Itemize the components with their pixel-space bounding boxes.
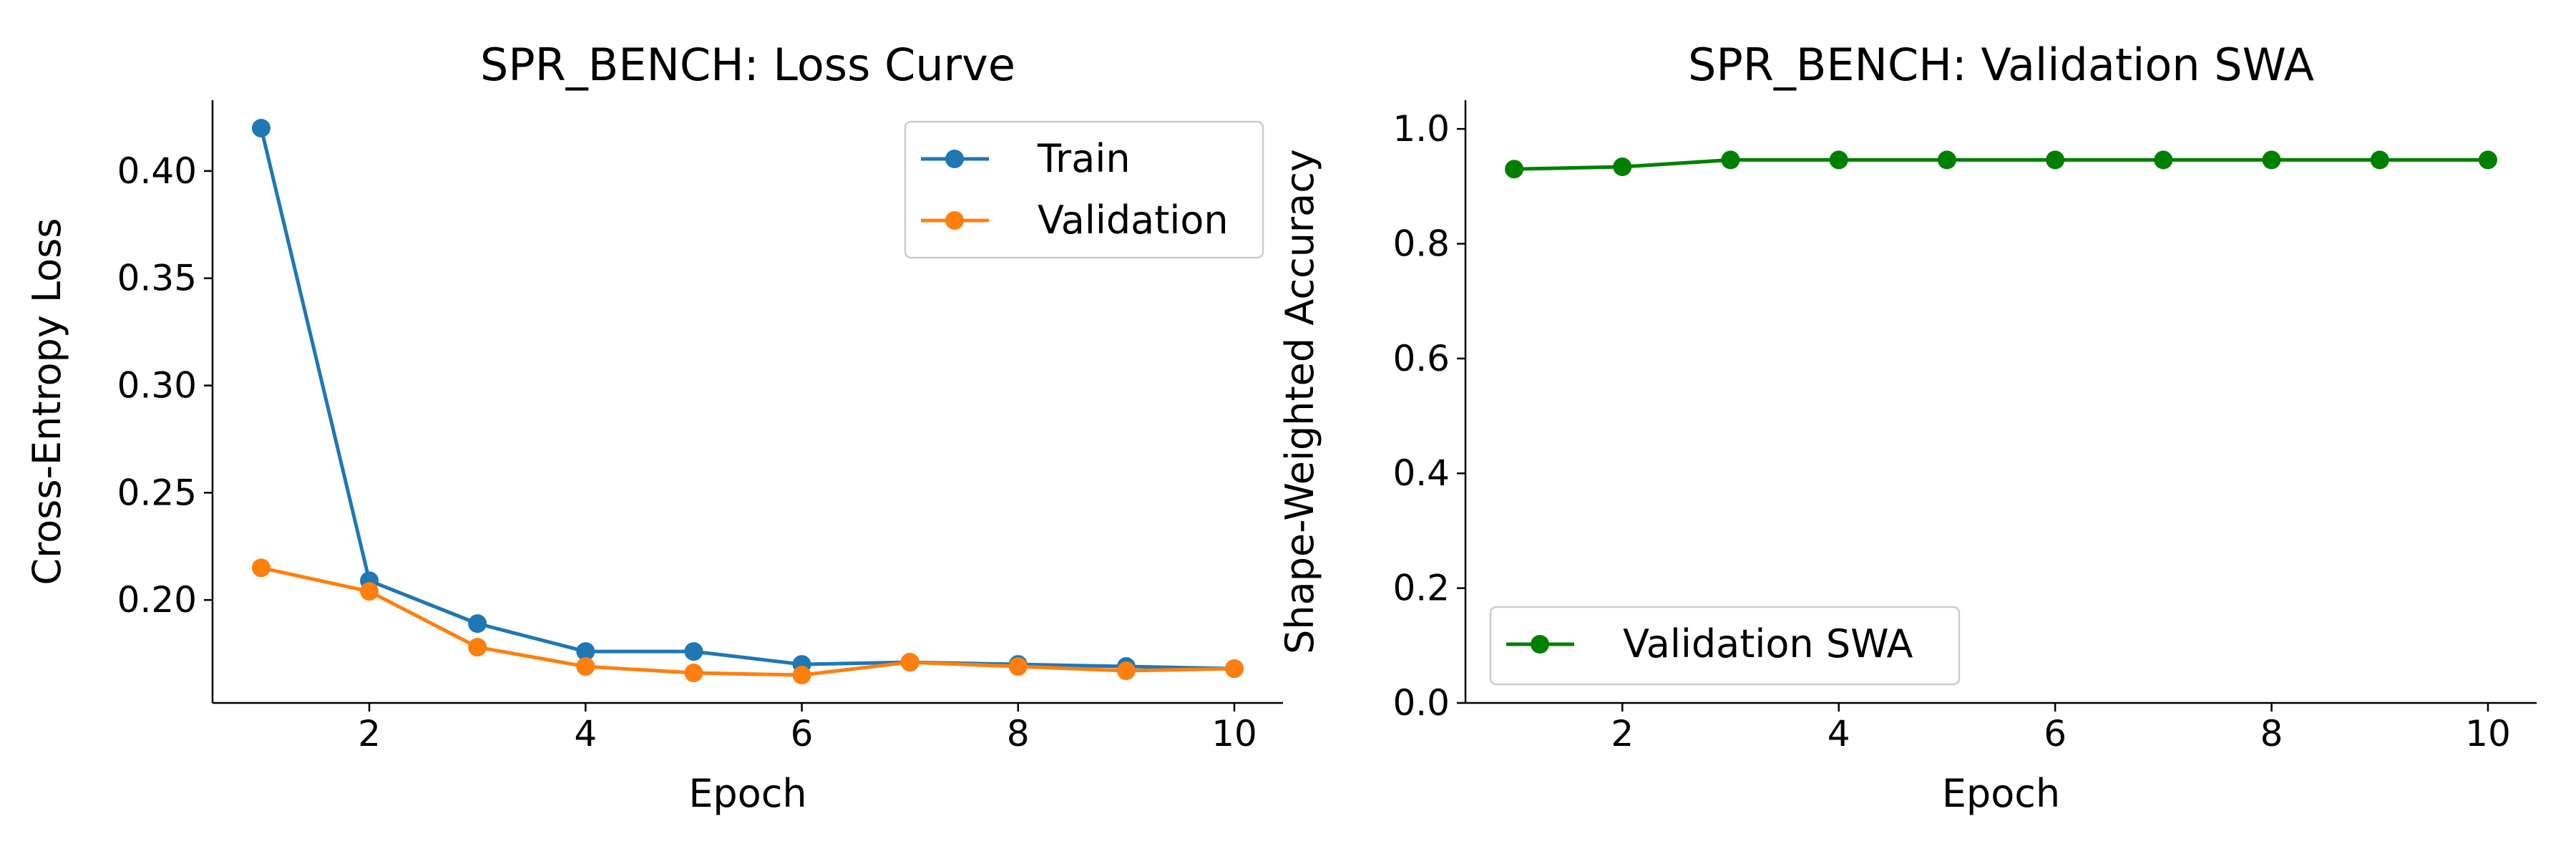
data-point	[1937, 150, 1956, 170]
data-point	[900, 653, 919, 672]
y-tick-label: 0.25	[117, 472, 197, 513]
data-point	[684, 642, 703, 661]
y-tick-label: 0.30	[117, 365, 197, 407]
legend-label: Train	[1037, 136, 1131, 181]
chart-title: SPR_BENCH: Validation SWA	[1688, 39, 2314, 91]
data-point	[360, 582, 379, 601]
chart-title: SPR_BENCH: Loss Curve	[480, 39, 1015, 91]
data-point	[252, 558, 270, 578]
series-line	[1513, 157, 2488, 171]
legend-box	[904, 120, 1264, 259]
y-axis-label: Cross-Entropy Loss	[24, 218, 69, 586]
y-tick-label: 1.0	[1392, 108, 1450, 150]
data-point	[2154, 150, 2173, 170]
x-tick-label: 2	[1611, 713, 1634, 754]
data-point	[2478, 150, 2497, 170]
x-tick-label: 10	[2465, 713, 2511, 754]
legend-marker	[945, 211, 964, 230]
x-tick-label: 6	[2044, 713, 2067, 754]
y-tick-label: 0.40	[117, 150, 197, 192]
series-line	[260, 566, 1235, 677]
data-point	[576, 657, 595, 676]
data-point	[2262, 150, 2281, 170]
data-point	[684, 664, 703, 683]
y-tick-label: 0.20	[117, 579, 197, 621]
data-point	[468, 638, 487, 657]
x-tick-label: 8	[1007, 713, 1030, 754]
x-axis-label: Epoch	[1942, 771, 2060, 816]
data-point	[1505, 160, 1524, 179]
x-tick-label: 8	[2260, 713, 2283, 754]
data-point	[792, 666, 811, 685]
x-tick-label: 2	[358, 713, 381, 754]
legend-box	[1489, 606, 1961, 686]
x-axis-label: Epoch	[688, 771, 806, 816]
y-tick-label: 0.8	[1392, 223, 1450, 264]
x-tick-label: 4	[1828, 713, 1850, 754]
legend-label: Validation	[1038, 198, 1229, 243]
y-tick-label: 0.4	[1392, 452, 1450, 494]
data-point	[1008, 657, 1028, 676]
y-tick-label: 0.6	[1392, 338, 1450, 379]
x-tick-label: 10	[1211, 713, 1257, 754]
data-point	[1829, 150, 1848, 170]
legend-marker	[945, 150, 964, 168]
data-point	[1721, 150, 1740, 170]
data-point	[468, 614, 487, 634]
x-tick-label: 6	[791, 713, 814, 754]
y-tick-label: 0.2	[1392, 568, 1450, 609]
data-point	[2370, 150, 2389, 170]
y-tick-label: 0.0	[1392, 682, 1450, 724]
y-axis-label: Shape-Weighted Accuracy	[1277, 149, 1322, 654]
legend-marker	[1531, 635, 1549, 654]
data-point	[252, 118, 270, 137]
legend-label: Validation SWA	[1623, 621, 1913, 666]
data-point	[2046, 150, 2065, 170]
y-tick-label: 0.35	[117, 258, 197, 299]
x-tick-label: 4	[574, 713, 597, 754]
data-point	[1225, 659, 1244, 679]
data-point	[576, 642, 595, 661]
series-line	[259, 127, 1235, 671]
data-point	[1116, 661, 1136, 681]
data-point	[1613, 157, 1632, 177]
